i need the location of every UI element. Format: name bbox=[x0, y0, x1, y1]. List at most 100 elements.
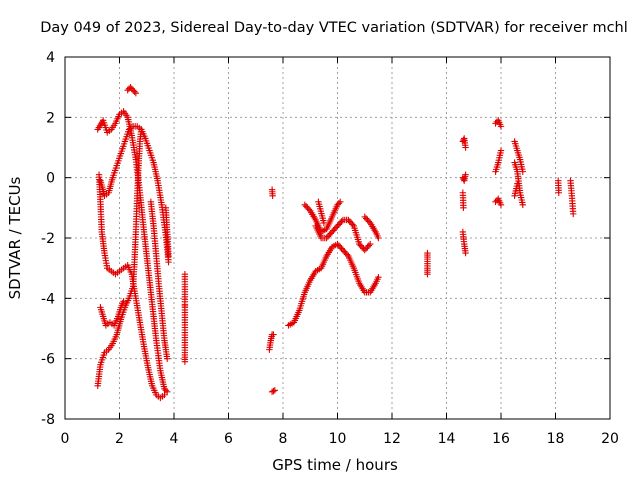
y-tick-label: 4 bbox=[46, 50, 55, 66]
chart-title: Day 049 of 2023, Sidereal Day-to-day VTE… bbox=[40, 20, 628, 36]
data-point bbox=[364, 243, 371, 251]
data-point bbox=[497, 201, 505, 209]
data-point bbox=[345, 216, 352, 224]
data-point bbox=[337, 243, 344, 251]
data-point bbox=[362, 215, 370, 222]
data-point bbox=[365, 218, 373, 225]
data-point bbox=[492, 120, 499, 127]
x-tick-label: 12 bbox=[383, 431, 401, 447]
data-point bbox=[271, 387, 279, 394]
data-point bbox=[349, 221, 356, 228]
data-point bbox=[335, 200, 343, 207]
data-point bbox=[462, 144, 469, 151]
data-point bbox=[497, 147, 505, 154]
x-tick-label: 8 bbox=[279, 431, 288, 447]
data-points bbox=[94, 83, 577, 402]
data-point bbox=[460, 204, 467, 212]
y-tick-label: 0 bbox=[46, 171, 55, 187]
data-point bbox=[497, 123, 505, 130]
data-point bbox=[124, 86, 131, 94]
data-point bbox=[332, 224, 340, 231]
x-axis-label: GPS time / hours bbox=[272, 456, 398, 474]
data-point bbox=[120, 298, 127, 305]
data-point bbox=[327, 230, 334, 237]
data-point bbox=[519, 201, 526, 209]
data-point bbox=[364, 216, 371, 224]
data-point bbox=[326, 231, 333, 239]
data-point bbox=[337, 219, 344, 227]
data-point bbox=[361, 246, 368, 254]
data-point bbox=[335, 221, 343, 228]
x-tick-label: 10 bbox=[329, 431, 347, 447]
data-point bbox=[367, 240, 374, 248]
data-point bbox=[338, 245, 345, 252]
data-point bbox=[320, 219, 328, 227]
data-point bbox=[519, 168, 526, 175]
data-point bbox=[347, 219, 355, 227]
data-point bbox=[342, 249, 349, 257]
data-point bbox=[331, 225, 338, 233]
data-point bbox=[334, 222, 341, 230]
y-tick-label: -6 bbox=[41, 352, 55, 368]
data-point bbox=[335, 242, 343, 249]
x-tick-label: 0 bbox=[61, 431, 70, 447]
x-tick-label: 2 bbox=[115, 431, 124, 447]
data-point bbox=[343, 251, 351, 258]
data-point bbox=[361, 213, 368, 221]
y-tick-label: 2 bbox=[46, 110, 55, 126]
y-tick-label: -4 bbox=[41, 291, 55, 307]
data-point bbox=[323, 234, 330, 242]
data-point bbox=[138, 126, 145, 133]
x-tick-label: 16 bbox=[492, 431, 510, 447]
x-tick-label: 6 bbox=[224, 431, 233, 447]
data-point bbox=[339, 246, 347, 254]
data-point bbox=[341, 248, 348, 255]
data-point bbox=[165, 258, 172, 266]
data-point bbox=[375, 274, 382, 281]
data-point bbox=[460, 136, 467, 144]
x-tick-label: 18 bbox=[547, 431, 565, 447]
data-point bbox=[270, 331, 277, 338]
data-point bbox=[338, 218, 345, 225]
data-point bbox=[492, 198, 499, 205]
data-point bbox=[270, 387, 277, 395]
data-point bbox=[356, 240, 363, 248]
data-point bbox=[268, 388, 276, 396]
data-point bbox=[163, 388, 171, 396]
data-point bbox=[358, 243, 366, 251]
x-tick-label: 14 bbox=[438, 431, 456, 447]
y-tick-label: -2 bbox=[41, 231, 55, 247]
data-point bbox=[337, 198, 344, 205]
data-point bbox=[357, 242, 364, 249]
y-tick-label: -8 bbox=[41, 412, 55, 428]
y-axis-label: SDTVAR / TECUs bbox=[6, 176, 24, 299]
x-tick-label: 4 bbox=[170, 431, 179, 447]
data-point bbox=[328, 228, 336, 236]
tick-labels: 0 2 4 6 8 10 12 14 16 18 20 -8 -6 -4 -2 0 2 4 bbox=[41, 50, 619, 447]
data-point bbox=[127, 83, 134, 91]
data-point bbox=[132, 90, 140, 97]
data-point bbox=[161, 391, 168, 399]
data-point bbox=[334, 201, 341, 209]
data-point bbox=[334, 240, 341, 248]
data-point bbox=[305, 206, 313, 213]
x-tick-label: 20 bbox=[601, 431, 619, 447]
data-point bbox=[165, 252, 172, 260]
data-point bbox=[375, 234, 382, 242]
plot-frame bbox=[64, 56, 611, 420]
data-point bbox=[462, 171, 469, 178]
data-point bbox=[365, 242, 373, 249]
data-point bbox=[514, 180, 521, 187]
data-point bbox=[181, 358, 189, 365]
data-point bbox=[302, 203, 310, 210]
data-point bbox=[131, 88, 138, 95]
data-point bbox=[362, 245, 370, 252]
data-point bbox=[129, 86, 137, 94]
data-point bbox=[330, 227, 337, 234]
data-point bbox=[128, 85, 135, 92]
data-point bbox=[163, 355, 171, 362]
data-point bbox=[269, 192, 276, 199]
data-point bbox=[424, 271, 431, 278]
data-point bbox=[570, 210, 577, 218]
